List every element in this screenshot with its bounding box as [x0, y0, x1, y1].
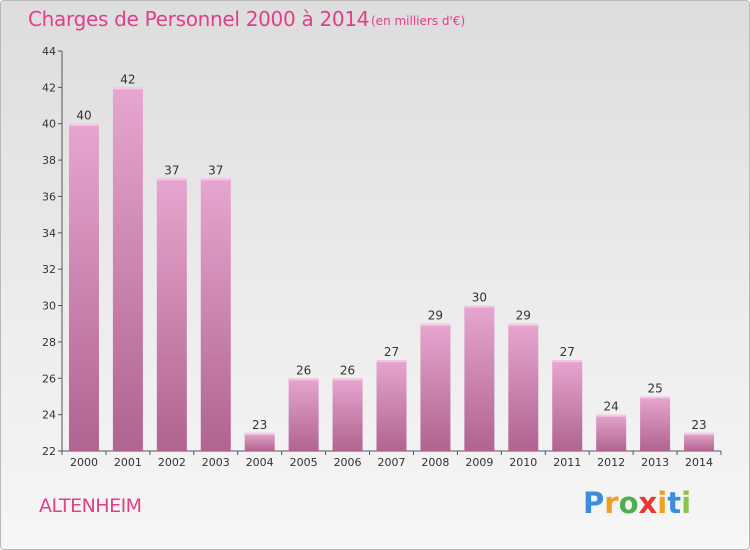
bar	[464, 305, 495, 451]
bar	[420, 323, 451, 451]
logo-letter: P	[583, 486, 605, 520]
bar-top-edge	[508, 323, 539, 326]
bar	[552, 360, 583, 451]
data-label: 23	[691, 418, 706, 432]
data-label: 23	[252, 418, 267, 432]
y-tick-label: 44	[42, 45, 56, 58]
bar-top-edge	[156, 178, 187, 181]
x-tick-label: 2012	[597, 456, 625, 469]
data-label: 37	[164, 163, 179, 177]
logo-letter: t	[667, 486, 682, 520]
data-label: 29	[428, 309, 443, 323]
x-tick-label: 2010	[509, 456, 537, 469]
bar-top-edge	[420, 323, 451, 326]
bar-top-edge	[464, 305, 495, 308]
bar-top-edge	[596, 414, 627, 417]
data-label: 29	[516, 309, 531, 323]
logo-letter: i	[681, 486, 692, 520]
bar	[68, 123, 99, 452]
data-label: 27	[384, 345, 399, 359]
y-tick-label: 28	[42, 336, 56, 349]
logo-letter: r	[604, 486, 619, 520]
x-tick-label: 2014	[685, 456, 713, 469]
x-tick-label: 2011	[553, 456, 581, 469]
x-tick-label: 2001	[114, 456, 142, 469]
bar	[288, 378, 319, 451]
x-tick-label: 2005	[290, 456, 318, 469]
x-tick-label: 2000	[70, 456, 98, 469]
bar	[112, 87, 143, 451]
bar-top-edge	[552, 360, 583, 363]
x-tick-label: 2007	[378, 456, 406, 469]
logo-letter: i	[657, 486, 668, 520]
bar	[200, 178, 231, 452]
y-tick-label: 32	[42, 263, 56, 276]
y-tick-label: 40	[42, 118, 56, 131]
bar-top-edge	[112, 87, 143, 90]
bar	[684, 432, 715, 451]
x-tick-label: 2002	[158, 456, 186, 469]
y-tick-label: 24	[42, 409, 56, 422]
y-tick-label: 42	[42, 81, 56, 94]
data-label: 30	[472, 291, 487, 305]
data-label: 26	[296, 363, 311, 377]
y-tick-label: 34	[42, 227, 56, 240]
proxiti-logo: Proxiti	[583, 486, 691, 520]
data-label: 26	[340, 363, 355, 377]
bar-top-edge	[244, 432, 275, 435]
bar	[332, 378, 363, 451]
bar	[508, 323, 539, 451]
bar	[156, 178, 187, 452]
bar	[596, 414, 627, 451]
logo-letter: x	[638, 486, 658, 520]
bar-top-edge	[68, 123, 99, 126]
x-tick-label: 2008	[421, 456, 449, 469]
chart-title: Charges de Personnel 2000 à 2014	[28, 7, 370, 31]
bar-top-edge	[640, 396, 671, 399]
bar-top-edge	[288, 378, 319, 381]
data-label: 37	[208, 163, 223, 177]
data-label: 24	[604, 400, 619, 414]
bar-top-edge	[332, 378, 363, 381]
bar-top-edge	[376, 360, 407, 363]
x-tick-label: 2009	[465, 456, 493, 469]
bar-top-edge	[684, 432, 715, 435]
bar	[640, 396, 671, 451]
y-tick-label: 22	[42, 445, 56, 458]
x-tick-label: 2004	[246, 456, 274, 469]
data-label: 25	[647, 381, 662, 395]
y-tick-label: 38	[42, 154, 56, 167]
logo-letter: o	[618, 486, 639, 520]
y-tick-label: 26	[42, 372, 56, 385]
bar-top-edge	[200, 178, 231, 181]
data-label: 40	[76, 109, 91, 123]
x-tick-label: 2003	[202, 456, 230, 469]
bar	[244, 432, 275, 451]
place-name: ALTENHEIM	[39, 495, 142, 517]
data-label: 27	[560, 345, 575, 359]
bar	[376, 360, 407, 451]
x-tick-label: 2006	[334, 456, 362, 469]
y-tick-label: 36	[42, 190, 56, 203]
chart-subtitle: (en milliers d'€)	[371, 14, 466, 28]
x-tick-label: 2013	[641, 456, 669, 469]
y-tick-label: 30	[42, 300, 56, 313]
data-label: 42	[120, 72, 135, 86]
